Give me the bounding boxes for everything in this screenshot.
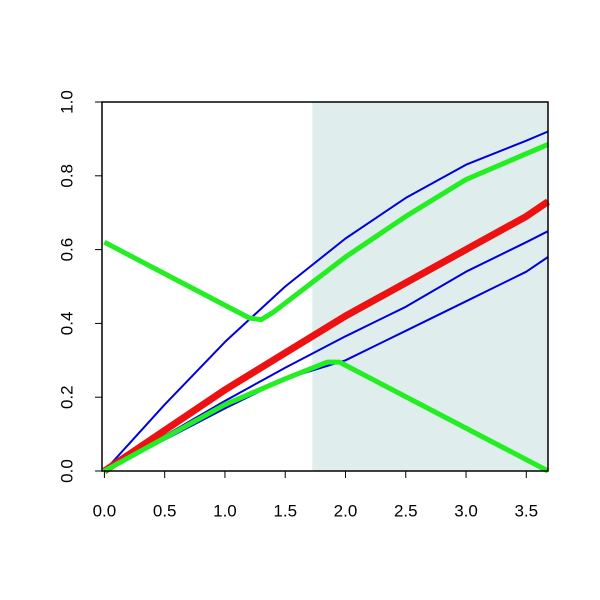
y-tick-label: 1.0 — [57, 90, 76, 114]
x-tick-label: 1.5 — [273, 501, 297, 520]
x-tick-label: 0.5 — [153, 501, 177, 520]
y-tick-label: 0.6 — [57, 238, 76, 262]
y-tick-label: 0.0 — [57, 459, 76, 483]
x-tick-label: 3.5 — [514, 501, 538, 520]
y-tick-label: 0.8 — [57, 164, 76, 188]
plot-box — [101, 101, 549, 472]
x-tick-label: 2.0 — [334, 501, 358, 520]
y-tick-label: 0.4 — [57, 312, 76, 336]
x-tick-label: 3.0 — [454, 501, 478, 520]
line-series — [103, 130, 549, 472]
line-series — [103, 142, 549, 323]
x-tick-label: 1.0 — [213, 501, 237, 520]
line-series — [103, 359, 550, 474]
y-tick-label: 0.2 — [57, 385, 76, 409]
x-tick-label: 2.5 — [394, 501, 418, 520]
line-series — [102, 198, 550, 474]
x-tick-label: 0.0 — [93, 501, 117, 520]
